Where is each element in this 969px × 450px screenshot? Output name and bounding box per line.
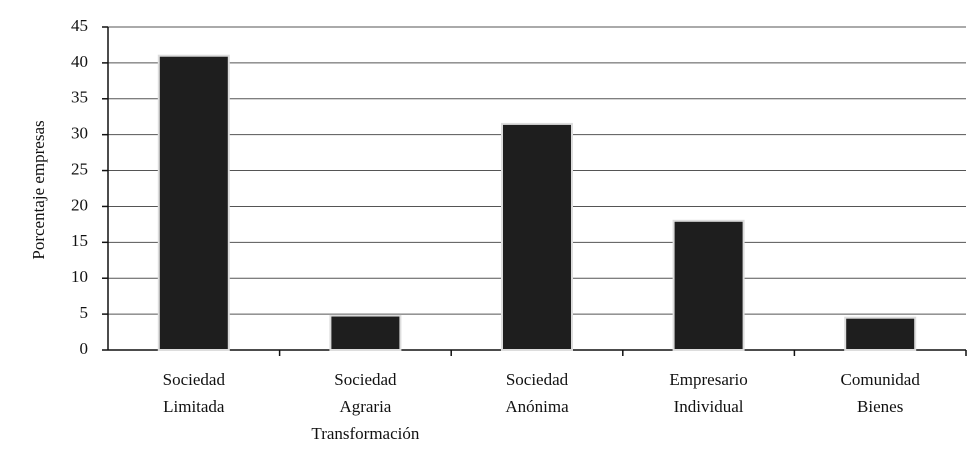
bar [844, 316, 917, 352]
x-tick-label: Bienes [857, 397, 903, 416]
y-tick-label: 30 [71, 124, 88, 143]
y-axis-label: Porcentaje empresas [29, 120, 48, 259]
bar [157, 54, 230, 351]
bar [501, 122, 573, 352]
y-tick-label: 10 [71, 267, 88, 286]
y-tick-label: 40 [71, 52, 88, 71]
y-tick-label: 35 [71, 88, 88, 107]
x-tick-label: Agraria [339, 397, 391, 416]
x-tick-label: Comunidad [841, 370, 921, 389]
y-tick-label: 20 [71, 195, 88, 214]
x-tick-label: Transformación [311, 424, 419, 443]
y-tick-label: 0 [80, 339, 89, 358]
x-tick-label: Individual [674, 397, 744, 416]
x-tick-label: Empresario [669, 370, 747, 389]
x-tick-label: Sociedad [334, 370, 397, 389]
y-tick-label: 5 [80, 303, 89, 322]
y-tick-label: 25 [71, 159, 88, 178]
x-tick-label: Limitada [163, 397, 225, 416]
y-tick-label: 15 [71, 231, 88, 250]
x-tick-label: Sociedad [163, 370, 226, 389]
bar [672, 219, 745, 351]
bar [329, 314, 402, 351]
y-tick-label: 45 [71, 16, 88, 35]
x-tick-label: Anónima [505, 397, 569, 416]
x-tick-label: Sociedad [506, 370, 569, 389]
